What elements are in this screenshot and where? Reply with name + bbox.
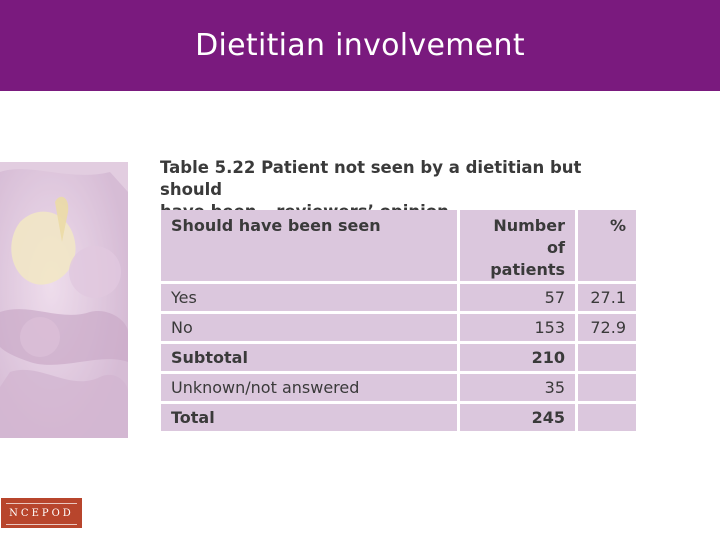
row-percent: 27.1	[578, 284, 636, 311]
row-label: Subtotal	[161, 344, 457, 371]
row-count: 210	[460, 344, 575, 371]
row-percent	[578, 404, 636, 431]
row-label: Yes	[161, 284, 457, 311]
table-header-row: Should have been seen Number of patients…	[161, 210, 636, 281]
table-row-subtotal: Subtotal 210	[161, 344, 636, 371]
table-row-total: Total 245	[161, 404, 636, 431]
row-percent: 72.9	[578, 314, 636, 341]
table-row-no: No 153 72.9	[161, 314, 636, 341]
row-percent	[578, 374, 636, 401]
logo-frame	[6, 503, 77, 525]
ncepod-logo: NCEPOD	[1, 498, 82, 528]
anatomy-illustration	[0, 162, 128, 438]
row-count: 153	[460, 314, 575, 341]
row-label: Total	[161, 404, 457, 431]
table-row-yes: Yes 57 27.1	[161, 284, 636, 311]
row-count: 35	[460, 374, 575, 401]
row-count: 57	[460, 284, 575, 311]
header-should-have-been-seen: Should have been seen	[161, 210, 457, 281]
logo-text: NCEPOD	[9, 507, 74, 519]
results-table: Should have been seen Number of patients…	[158, 207, 639, 434]
row-label: Unknown/not answered	[161, 374, 457, 401]
title-bar: Dietitian involvement	[0, 0, 720, 91]
row-percent	[578, 344, 636, 371]
row-count: 245	[460, 404, 575, 431]
caption-line-1: Table 5.22 Patient not seen by a dietiti…	[160, 158, 582, 199]
header-percent: %	[578, 210, 636, 281]
slide-title: Dietitian involvement	[195, 28, 525, 63]
header-number-of-patients: Number of patients	[460, 210, 575, 281]
table-row-unknown: Unknown/not answered 35	[161, 374, 636, 401]
header-number-line-1: Number of	[493, 216, 565, 257]
header-number-line-2: patients	[490, 260, 565, 279]
row-label: No	[161, 314, 457, 341]
